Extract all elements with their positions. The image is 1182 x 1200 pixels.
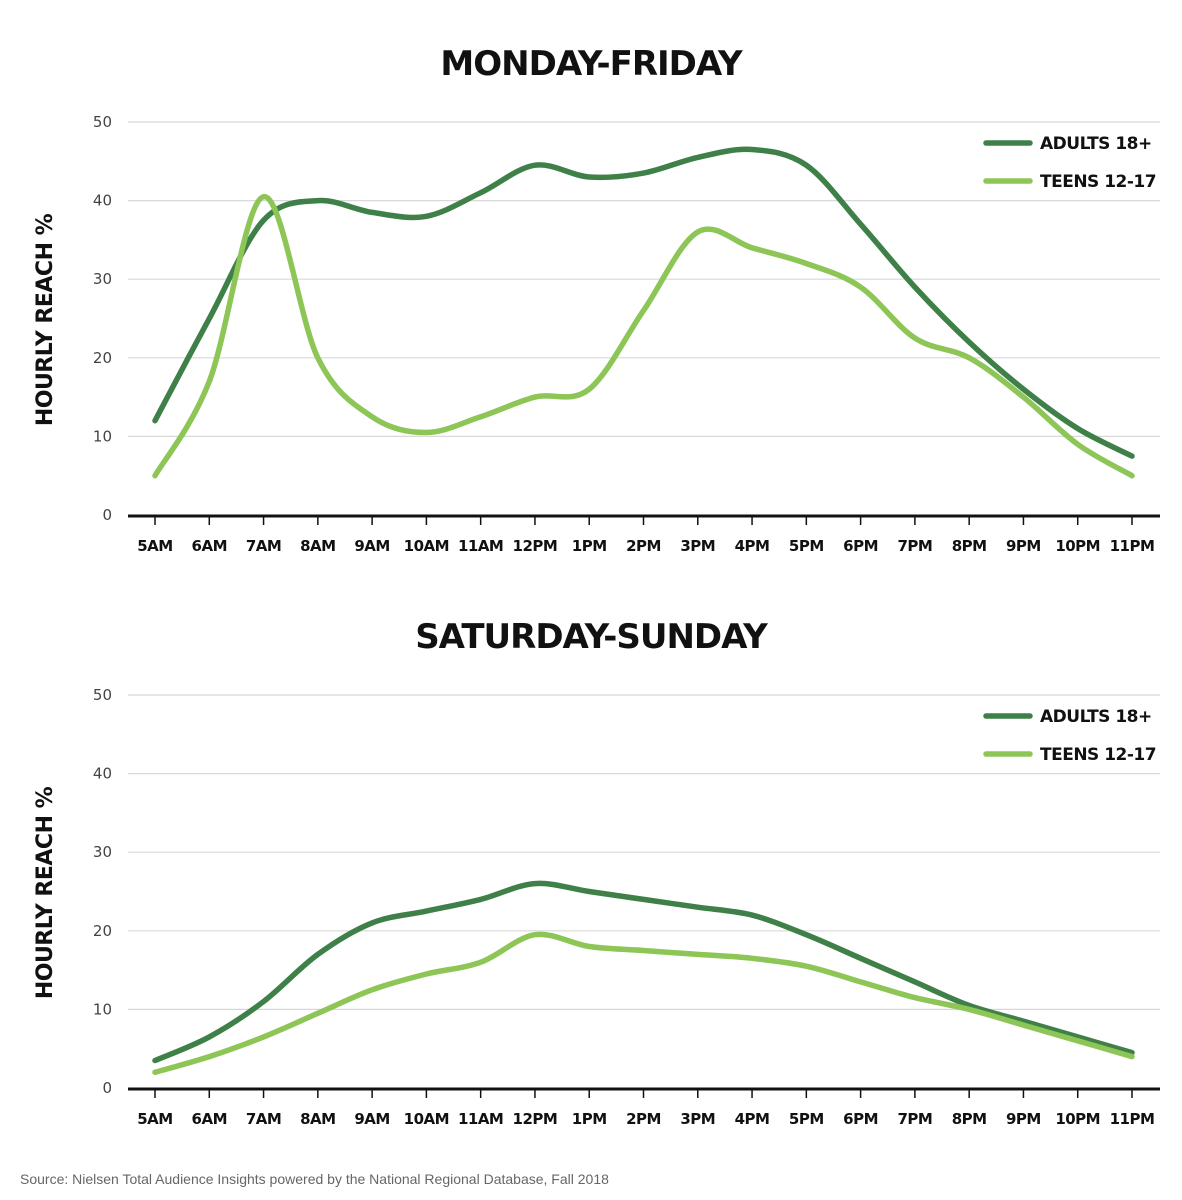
x-tick-label: 12PM [513, 537, 558, 555]
x-tick-label: 8AM [300, 1110, 335, 1128]
x-tick-label: 5PM [789, 537, 824, 555]
x-tick-label: 8AM [300, 537, 335, 555]
x-tick-label: 1PM [572, 537, 607, 555]
y-tick-label: 50 [93, 686, 112, 704]
x-tick-label: 9PM [1006, 537, 1041, 555]
x-tick-label: 7PM [897, 537, 932, 555]
weekend-chart: SATURDAY-SUNDAY HOURLY REACH % 0 10 20 30 40 50… [33, 617, 1160, 1128]
series-line-adults [152, 880, 1135, 1064]
y-tick-label: 40 [93, 765, 112, 783]
x-tick-label: 6AM [192, 1110, 227, 1128]
chart-title: SATURDAY-SUNDAY [415, 617, 768, 657]
x-tick-label: 10PM [1055, 537, 1100, 555]
x-tick-label: 5AM [137, 537, 172, 555]
x-tick-label: 7PM [897, 1110, 932, 1128]
x-tick-label: 11PM [1110, 537, 1155, 555]
y-axis-label: HOURLY REACH % [33, 786, 58, 999]
series-line-teens [152, 193, 1135, 479]
series-line-teens [152, 931, 1135, 1076]
x-tick-label: 10PM [1055, 1110, 1100, 1128]
x-tick-label: 4PM [735, 1110, 770, 1128]
x-tick-label: 8PM [952, 1110, 987, 1128]
x-tick-label: 10AM [404, 1110, 449, 1128]
x-tick-label: 9AM [354, 1110, 389, 1128]
y-axis-label: HOURLY REACH % [33, 213, 58, 426]
x-tick-label: 6AM [192, 537, 227, 555]
x-tick-label: 2PM [626, 537, 661, 555]
x-tick-label: 3PM [680, 537, 715, 555]
source-note: Source: Nielsen Total Audience Insights … [20, 1171, 609, 1187]
x-tick-label: 4PM [735, 537, 770, 555]
x-tick-label: 5AM [137, 1110, 172, 1128]
weekday-chart: MONDAY-FRIDAY HOURLY REACH % 0 10 20 30 40 50 5A… [33, 44, 1160, 555]
x-tick-label: 1PM [572, 1110, 607, 1128]
x-tick-label: 3PM [680, 1110, 715, 1128]
x-tick-label: 2PM [626, 1110, 661, 1128]
y-tick-label: 20 [93, 349, 112, 367]
y-tick-label: 30 [93, 270, 112, 288]
x-tick-label: 6PM [843, 1110, 878, 1128]
x-tick-label: 9PM [1006, 1110, 1041, 1128]
y-tick-label: 30 [93, 843, 112, 861]
y-tick-label: 40 [93, 192, 112, 210]
x-tick-label: 11AM [458, 1110, 503, 1128]
x-tick-label: 7AM [246, 1110, 281, 1128]
x-tick-label: 9AM [354, 537, 389, 555]
legend-label: ADULTS 18+ [1040, 134, 1152, 154]
x-tick-label: 5PM [789, 1110, 824, 1128]
x-tick-label: 11PM [1110, 1110, 1155, 1128]
y-tick-label: 10 [93, 427, 112, 445]
y-tick-label: 10 [93, 1000, 112, 1018]
y-tick-label: 20 [93, 922, 112, 940]
x-tick-label: 10AM [404, 537, 449, 555]
x-tick-label: 12PM [513, 1110, 558, 1128]
x-tick-label: 8PM [952, 537, 987, 555]
legend-label: ADULTS 18+ [1040, 707, 1152, 727]
legend-label: TEENS 12-17 [1040, 745, 1156, 765]
legend-label: TEENS 12-17 [1040, 172, 1156, 192]
series-line-adults [152, 146, 1135, 459]
y-tick-label: 0 [102, 506, 112, 524]
x-tick-label: 11AM [458, 537, 503, 555]
chart-title: MONDAY-FRIDAY [440, 44, 743, 84]
x-tick-label: 7AM [246, 537, 281, 555]
y-tick-label: 0 [102, 1079, 112, 1097]
y-tick-label: 50 [93, 113, 112, 131]
x-tick-label: 6PM [843, 537, 878, 555]
